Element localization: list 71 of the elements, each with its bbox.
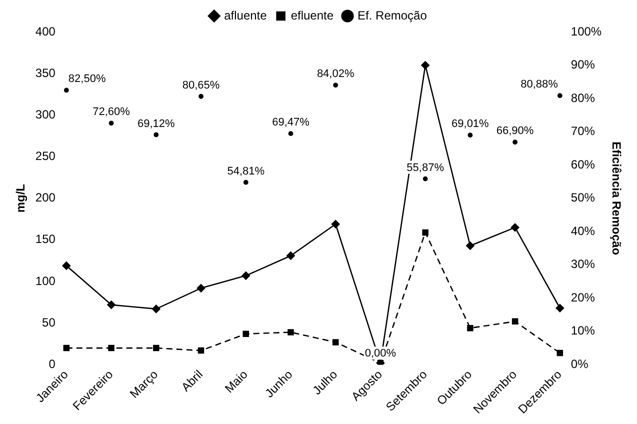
data-label: 82,50% (68, 73, 106, 86)
legend-label: Ef. Remoção (358, 8, 428, 22)
point (152, 304, 160, 314)
point (512, 318, 518, 325)
point (512, 140, 518, 145)
point (198, 347, 204, 354)
data-label: 80,88% (520, 78, 558, 91)
point (421, 61, 430, 70)
data-label: 84,02% (316, 68, 354, 80)
y2-tick-label: 50% (570, 190, 596, 205)
y2-tick-label: 10% (570, 324, 596, 338)
point (64, 88, 69, 93)
point (62, 262, 71, 270)
y-tick-label: 300 (35, 107, 56, 122)
data-label: 69,12% (137, 118, 176, 130)
y-tick-label: 350 (35, 66, 56, 80)
y2-tick-label: 60% (570, 157, 596, 172)
data-label: 0,00% (364, 348, 396, 360)
y2-tick-label: 20% (570, 290, 596, 304)
point (557, 93, 562, 98)
y-tick-label: 50 (42, 315, 56, 330)
point (422, 176, 428, 182)
point (422, 229, 428, 236)
point (242, 330, 249, 338)
y2-tick-label: 90% (570, 58, 596, 72)
point (154, 132, 159, 138)
data-label: 55,87% (406, 162, 444, 174)
point (107, 300, 116, 309)
y2-tick-label: 30% (570, 257, 596, 272)
legend-label: efluente (290, 8, 334, 22)
point (108, 120, 114, 126)
y2-tick-label: 40% (570, 224, 596, 238)
point (63, 344, 70, 352)
point (466, 242, 474, 250)
data-label: 66,90% (496, 125, 534, 138)
y2-tick-label: 70% (570, 124, 596, 138)
y-tick-label: 100 (35, 274, 56, 288)
point (332, 339, 339, 346)
point (242, 272, 250, 280)
data-label: 69,47% (272, 116, 310, 129)
y2-tick-label: 80% (570, 90, 596, 105)
y-axis-title: mg/L (14, 184, 28, 213)
legend-label: afluente (224, 8, 268, 22)
point (376, 358, 385, 365)
point (510, 223, 520, 232)
point (288, 329, 294, 336)
point (468, 132, 473, 138)
point (331, 220, 340, 228)
data-label: 80,65% (182, 79, 220, 92)
point (467, 324, 474, 332)
y2-tick-label: 0% (570, 356, 589, 371)
data-label: 54,81% (227, 165, 265, 178)
point (556, 350, 564, 356)
y-tick-label: 250 (35, 149, 56, 164)
point (556, 304, 564, 312)
y-tick-label: 200 (35, 190, 56, 205)
point (243, 180, 248, 185)
point (288, 131, 294, 136)
data-label: 69,01% (452, 118, 490, 130)
point (196, 284, 206, 292)
y-tick-label: 400 (35, 24, 56, 38)
y-tick-label: 0 (48, 356, 56, 371)
y2-axis-title: Eficiência Remoção (609, 142, 624, 256)
y2-tick-label: 100% (570, 24, 602, 38)
point (198, 94, 204, 99)
data-label: 72,60% (92, 106, 130, 118)
y-tick-label: 150 (35, 232, 56, 246)
point (286, 252, 295, 260)
point (333, 82, 338, 88)
point (108, 344, 114, 352)
point (153, 344, 160, 352)
